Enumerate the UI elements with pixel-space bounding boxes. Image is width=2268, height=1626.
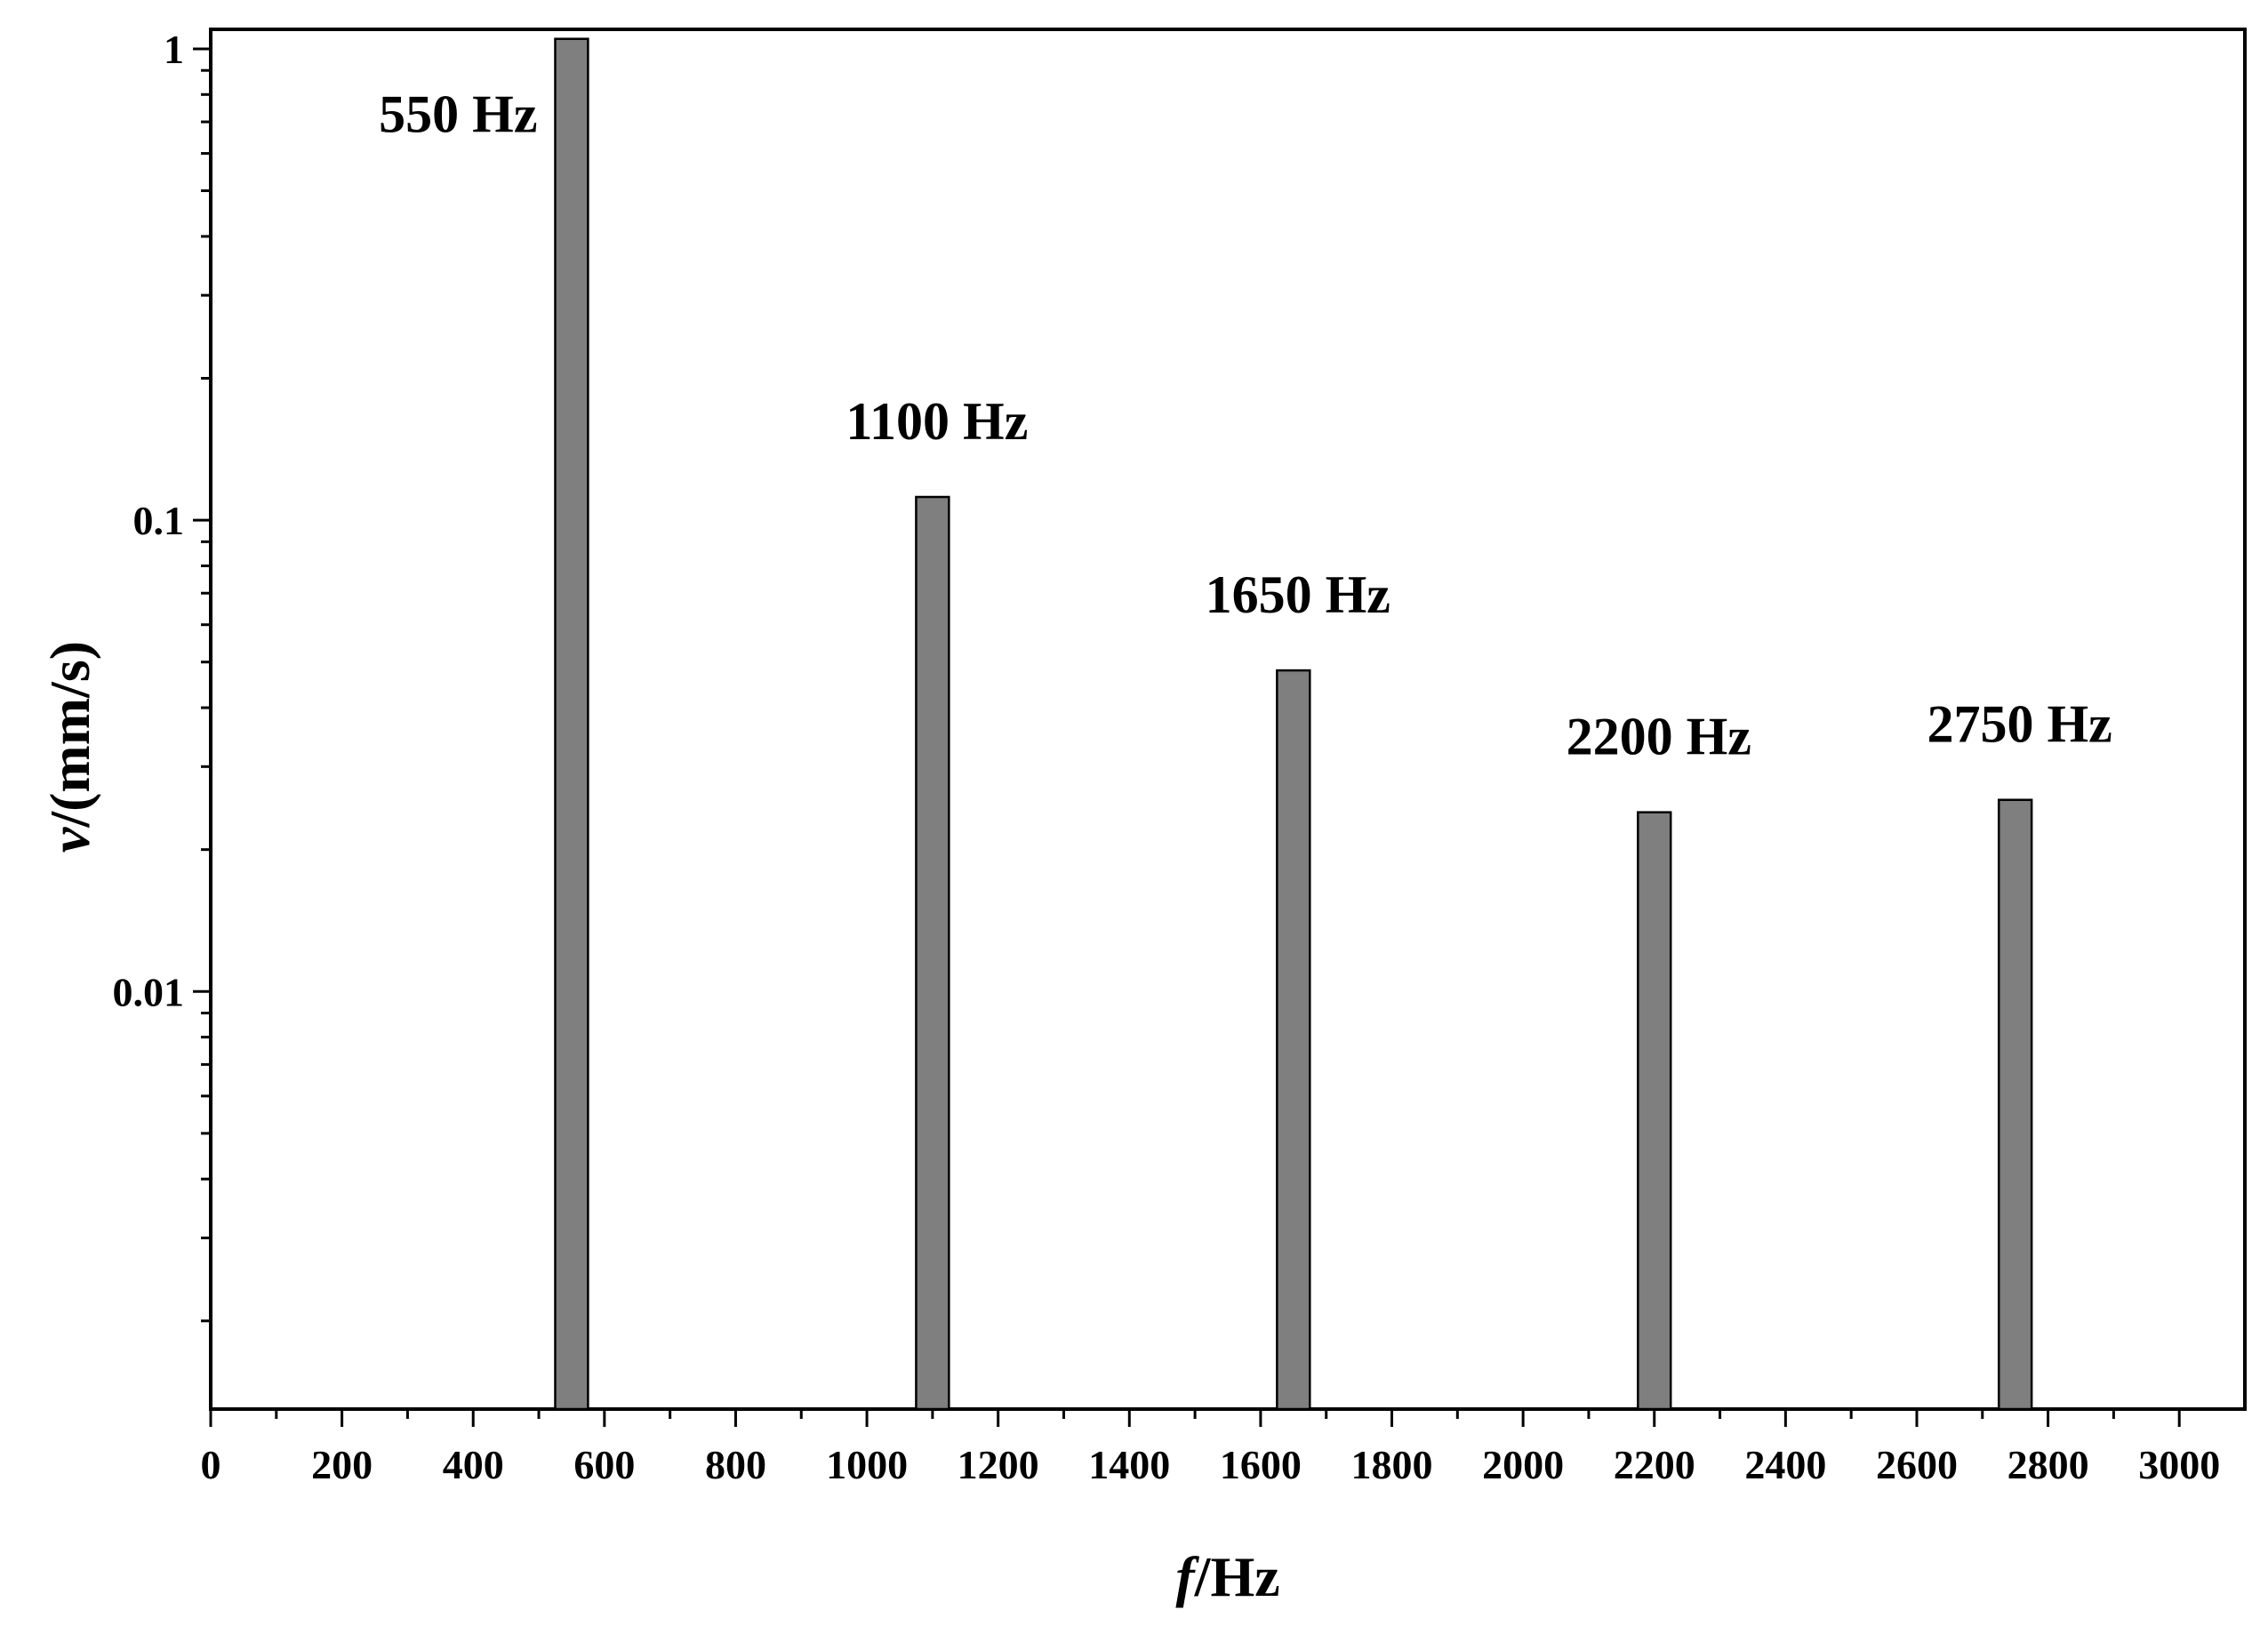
x-tick-label: 2800 [2008, 1442, 2089, 1487]
y-tick-label: 0.01 [113, 969, 185, 1014]
x-tick-label: 1000 [826, 1442, 908, 1487]
x-tick-label: 600 [573, 1442, 635, 1487]
bar-1100hz [915, 495, 950, 1411]
bar-value-label: 2750 Hz [1927, 695, 2112, 754]
bar-value-label: 550 Hz [379, 85, 537, 144]
bar-2750hz [1997, 798, 2033, 1411]
x-tick-label: 200 [311, 1442, 373, 1487]
x-tick-label: 2600 [1876, 1442, 1958, 1487]
bar-550hz [554, 37, 589, 1411]
bar-labels-group: 550 Hz 1100 Hz 1650 Hz 2200 Hz 2750 Hz [379, 85, 2112, 766]
bar-value-label: 1100 Hz [845, 392, 1028, 451]
x-axis-title: f/Hz [1175, 1545, 1279, 1608]
x-tick-label: 800 [705, 1442, 766, 1487]
y-axis-title: v/(mm/s) [38, 641, 101, 853]
x-tick-label: 2400 [1744, 1442, 1826, 1487]
x-tick-label: 0 [201, 1442, 221, 1487]
x-tick-label: 2200 [1614, 1442, 1695, 1487]
bar-value-label: 1650 Hz [1206, 565, 1390, 624]
y-axis: 1 0.1 0.01 [113, 27, 211, 1323]
y-tick-label: 0.1 [133, 498, 185, 543]
plot-frame [209, 28, 2247, 1411]
x-axis: 0 200 400 600 800 1000 1200 1400 1600 1800 2000 220… [201, 1409, 2220, 1487]
bar-value-label: 2200 Hz [1567, 708, 1751, 766]
x-tick-label: 1400 [1088, 1442, 1170, 1487]
x-tick-label: 1800 [1351, 1442, 1433, 1487]
bars-group [554, 37, 2033, 1411]
x-tick-label: 400 [443, 1442, 504, 1487]
bar-1650hz [1276, 669, 1311, 1411]
y-tick-label: 1 [164, 27, 184, 72]
x-tick-label: 3000 [2138, 1442, 2220, 1487]
x-tick-label: 1600 [1220, 1442, 1302, 1487]
y-axis-title-unit: /(mm/s) [38, 641, 101, 829]
x-axis-title-unit: /Hz [1194, 1545, 1280, 1608]
y-axis-title-italic: v [38, 827, 101, 853]
bar-2200hz [1637, 811, 1672, 1411]
x-tick-label: 1200 [958, 1442, 1039, 1487]
x-tick-label: 2000 [1482, 1442, 1564, 1487]
